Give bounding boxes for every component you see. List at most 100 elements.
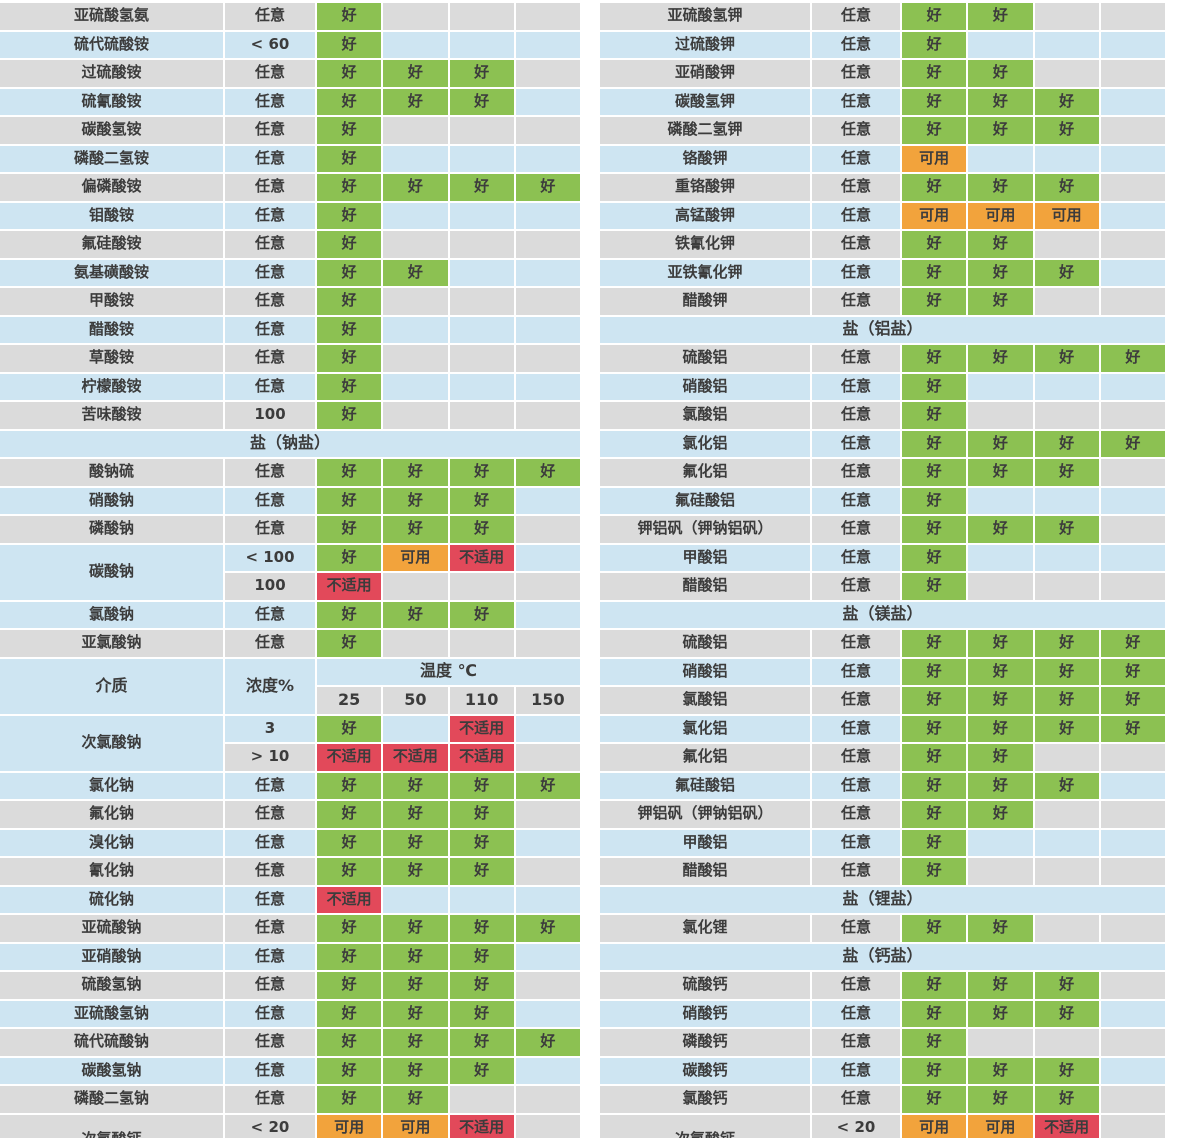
chemical-name-cell: 硝酸铝 [600, 373, 810, 400]
chemical-name-cell: 氯酸铝 [600, 402, 810, 429]
concentration-cell: 任意 [812, 202, 900, 229]
rating-cell-empty [1034, 915, 1099, 942]
chemical-name-cell: 氯酸钠 [0, 601, 223, 628]
chemical-name-cell: 醋酸钾 [600, 288, 810, 315]
rating-cell: 好 [902, 573, 967, 600]
rating-cell-empty [968, 402, 1033, 429]
rating-cell: 好 [449, 487, 514, 514]
concentration-cell: 任意 [812, 60, 900, 87]
rating-cell-empty [515, 886, 580, 913]
rating-cell-empty [515, 259, 580, 286]
rating-cell: 好 [383, 858, 448, 885]
rating-cell-empty [515, 1086, 580, 1113]
concentration-cell: 任意 [225, 3, 315, 30]
concentration-cell: 任意 [812, 88, 900, 115]
concentration-cell: 任意 [812, 1057, 900, 1084]
rating-cell: 好 [902, 459, 967, 486]
chemical-name-cell: 甲酸铝 [600, 544, 810, 571]
rating-cell: 好 [968, 801, 1033, 828]
section-header: 盐（钠盐） [0, 430, 580, 457]
rating-cell-empty [1100, 459, 1165, 486]
rating-cell: 好 [968, 1086, 1033, 1113]
rating-cell: 好 [1100, 345, 1165, 372]
concentration-cell: 任意 [812, 715, 900, 742]
chemical-name-cell: 碳酸氢铵 [0, 117, 223, 144]
rating-cell-empty [1100, 1114, 1165, 1138]
rating-cell: 不适用 [317, 573, 382, 600]
rating-cell-empty [515, 145, 580, 172]
rating-cell-empty [383, 886, 448, 913]
concentration-cell: < 60 [225, 31, 315, 58]
rating-cell: 好 [902, 715, 967, 742]
concentration-cell: 任意 [812, 145, 900, 172]
rating-cell: 好 [317, 202, 382, 229]
chemical-name-cell: 碳酸钙 [600, 1057, 810, 1084]
rating-cell: 好 [449, 1057, 514, 1084]
rating-cell: 好 [968, 345, 1033, 372]
rating-cell: 好 [968, 972, 1033, 999]
rating-cell: 好 [968, 658, 1033, 685]
rating-cell-empty [449, 630, 514, 657]
concentration-cell: 任意 [812, 744, 900, 771]
rating-cell: 好 [449, 601, 514, 628]
concentration-cell: 任意 [225, 1000, 315, 1027]
section-header: 盐（铝盐） [600, 316, 1165, 343]
rating-cell: 好 [515, 174, 580, 201]
rating-cell-empty [515, 487, 580, 514]
rating-cell: 好 [449, 915, 514, 942]
rating-cell: 好 [449, 459, 514, 486]
rating-cell: 好 [968, 231, 1033, 258]
rating-cell: 好 [317, 459, 382, 486]
concentration-cell: 任意 [812, 459, 900, 486]
rating-cell-empty [515, 1114, 580, 1138]
concentration-cell: 任意 [225, 1086, 315, 1113]
rating-cell-empty [515, 715, 580, 742]
rating-cell-empty [968, 145, 1033, 172]
rating-cell: 可用 [968, 202, 1033, 229]
chemical-name-cell: 醋酸铝 [600, 858, 810, 885]
column-header-medium: 介质 [0, 658, 223, 714]
rating-cell: 好 [449, 88, 514, 115]
rating-cell: 好 [449, 943, 514, 970]
rating-cell-empty [449, 231, 514, 258]
rating-cell: 不适用 [449, 544, 514, 571]
rating-cell: 好 [317, 316, 382, 343]
rating-cell-empty [1100, 972, 1165, 999]
rating-cell: 好 [383, 601, 448, 628]
chemical-name-cell: 氯酸铝 [600, 687, 810, 714]
rating-cell: 好 [317, 117, 382, 144]
rating-cell: 好 [449, 801, 514, 828]
chemical-name-cell: 醋酸铝 [600, 573, 810, 600]
rating-cell: 好 [515, 772, 580, 799]
rating-cell-empty [383, 202, 448, 229]
rating-cell-empty [1034, 402, 1099, 429]
rating-cell: 好 [383, 1086, 448, 1113]
chemical-name-cell: 亚硫酸氢氨 [0, 3, 223, 30]
chemical-name-cell: 铬酸钾 [600, 145, 810, 172]
concentration-cell: 任意 [812, 487, 900, 514]
concentration-cell: 任意 [812, 3, 900, 30]
rating-cell: 好 [383, 1000, 448, 1027]
chemical-name-cell: 柠檬酸铵 [0, 373, 223, 400]
rating-cell: 好 [968, 630, 1033, 657]
temperature-tick-label: 25 [317, 687, 382, 714]
rating-cell: 好 [902, 630, 967, 657]
rating-cell-empty [1100, 88, 1165, 115]
rating-cell: 好 [449, 858, 514, 885]
rating-cell: 好 [317, 544, 382, 571]
rating-cell-empty [383, 402, 448, 429]
rating-cell: 好 [317, 174, 382, 201]
rating-cell-empty [449, 259, 514, 286]
rating-cell-empty [1034, 487, 1099, 514]
concentration-cell: 100 [225, 402, 315, 429]
rating-cell: 好 [383, 1029, 448, 1056]
chemical-name-cell: 磷酸钙 [600, 1029, 810, 1056]
temperature-tick-label: 50 [383, 687, 448, 714]
rating-cell: 可用 [902, 145, 967, 172]
rating-cell: 好 [1034, 1086, 1099, 1113]
rating-cell: 好 [902, 259, 967, 286]
rating-cell: 好 [317, 145, 382, 172]
concentration-cell: 任意 [812, 573, 900, 600]
chemical-name-cell: 碳酸氢钾 [600, 88, 810, 115]
rating-cell: 好 [449, 829, 514, 856]
